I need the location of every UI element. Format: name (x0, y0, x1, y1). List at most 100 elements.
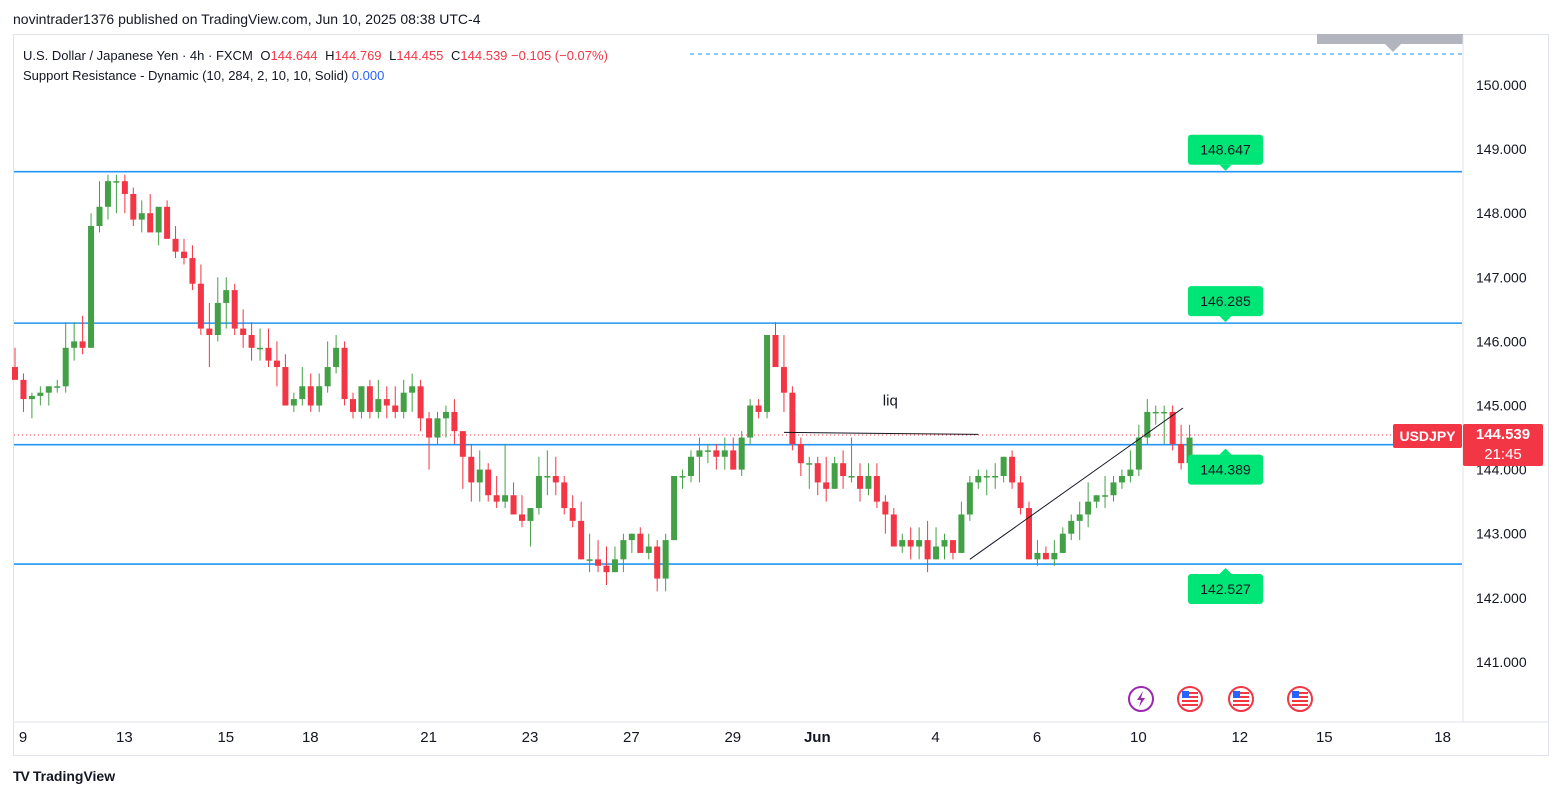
flag-canton (1233, 691, 1240, 698)
candle-body (442, 411, 449, 419)
candle-body (1085, 501, 1092, 515)
candle-body (941, 540, 948, 547)
candle-body (400, 392, 407, 412)
candle-body (485, 469, 492, 496)
candle-body (890, 514, 897, 547)
candle-body (113, 181, 120, 183)
candle-body (426, 418, 433, 438)
candle-body (823, 482, 830, 489)
candle-body (645, 546, 652, 553)
chart-frame (13, 34, 1549, 756)
flag-stripe (1292, 704, 1308, 706)
candle-body (1009, 456, 1016, 483)
candle-body (535, 476, 542, 509)
flag-stripe (1233, 704, 1249, 706)
candle-body (552, 476, 559, 483)
candle-body (983, 476, 990, 478)
candle-body (780, 367, 787, 393)
sr-level-label-pointer (1219, 316, 1232, 323)
candle-body (197, 283, 204, 329)
y-tick-label: 148.000 (1476, 205, 1527, 221)
candle-body (502, 495, 509, 502)
candle-body (333, 347, 340, 368)
candle-body (755, 405, 762, 412)
candle-body (949, 540, 956, 553)
candle-body (611, 559, 618, 573)
sr-level-label-box (1188, 454, 1263, 485)
x-tick-label: Jun (804, 729, 831, 746)
flag-stripe (1182, 696, 1198, 698)
candle-body (730, 450, 737, 470)
candle-body (307, 386, 314, 406)
candle-body (603, 565, 610, 573)
sr-level-label: 144.389 (1200, 462, 1251, 478)
candle-body (620, 540, 627, 560)
candle-body (88, 226, 95, 348)
candle-body (797, 443, 804, 464)
sr-level-label-box (1188, 134, 1263, 165)
sr-level-label-box (1188, 286, 1263, 317)
candle-body (493, 495, 500, 502)
candle-body (1034, 552, 1041, 560)
candle-body (223, 290, 230, 303)
candle-body (104, 181, 111, 207)
y-tick-label: 150.000 (1476, 77, 1527, 93)
candle-body (240, 328, 247, 335)
candle-body (882, 501, 889, 515)
candle-body (721, 450, 728, 457)
candle-body (417, 386, 424, 419)
candle-body (392, 405, 399, 412)
sr-level-label: 148.647 (1200, 142, 1251, 158)
candle-body (1076, 514, 1083, 521)
candle-body (806, 463, 813, 465)
candle-body (214, 302, 221, 335)
candle-body (96, 206, 103, 227)
legend-symbol[interactable]: U.S. Dollar / Japanese Yen · 4h · FXCM (23, 48, 253, 63)
candle-body (527, 508, 534, 521)
candle-body (595, 559, 602, 566)
candle-body (899, 540, 906, 547)
candle-body (764, 334, 771, 412)
legend-indicator-row: Support Resistance - Dynamic (10, 284, 2… (23, 66, 608, 86)
candle-body (476, 469, 483, 483)
candle-body (468, 456, 475, 483)
footer-brand[interactable]: TV TradingView (13, 768, 115, 784)
candle-body (181, 251, 187, 259)
candle-body (1169, 411, 1176, 444)
x-tick-label: 15 (217, 729, 234, 746)
candle-body (324, 367, 331, 387)
scroll-tab[interactable] (1317, 34, 1463, 44)
ticker-badge: USDJPY (1393, 424, 1462, 448)
x-tick-label: 18 (302, 729, 319, 746)
candle-body (865, 476, 872, 489)
candle-body (147, 213, 154, 233)
candle-body (172, 238, 179, 252)
candle-body (164, 206, 171, 239)
legend-open-label: O (260, 48, 271, 63)
candle-body (121, 181, 128, 194)
flag-stripe (1233, 696, 1249, 698)
sr-level-label-box (1188, 574, 1263, 605)
candle-body (662, 540, 669, 579)
candle-body (299, 386, 306, 400)
candle-body (696, 450, 703, 457)
candle-body (12, 367, 18, 380)
candle-body (1144, 411, 1151, 438)
candle-body (206, 328, 213, 335)
legend-change: −0.105 (−0.07%) (511, 48, 608, 63)
x-tick-label: 23 (522, 729, 539, 746)
candle-body (569, 508, 576, 521)
indicator-name[interactable]: Support Resistance - Dynamic (10, 284, 2… (23, 68, 349, 83)
tradingview-logo-icon: TV (13, 768, 30, 784)
candle-body (434, 418, 441, 438)
x-tick-label: 15 (1316, 729, 1333, 746)
x-tick-label: 29 (724, 729, 741, 746)
candle-body (992, 476, 999, 478)
sr-level-label-pointer (1219, 164, 1232, 171)
candle-body (409, 386, 416, 393)
x-tick-label: 21 (420, 729, 437, 746)
y-tick-label: 145.000 (1476, 398, 1527, 414)
candle-body (130, 193, 137, 220)
publisher-line: novintrader1376 published on TradingView… (13, 11, 481, 27)
